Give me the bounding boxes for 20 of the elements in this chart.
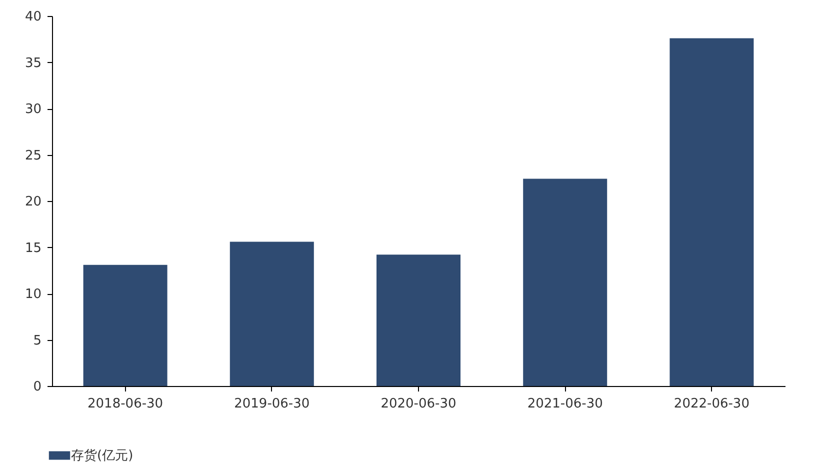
bar — [230, 242, 314, 386]
x-tick-label: 2019-06-30 — [234, 396, 310, 412]
x-tick-label: 2022-06-30 — [674, 396, 750, 412]
bar — [376, 254, 460, 386]
y-tick-label: 5 — [33, 333, 42, 348]
y-tick-label: 35 — [24, 56, 42, 71]
y-tick-label: 15 — [24, 240, 42, 256]
y-tick-label: 30 — [24, 102, 42, 117]
y-tick-label: 0 — [33, 380, 42, 394]
y-tick-label: 25 — [24, 148, 42, 164]
legend-label: 存货(亿元) — [71, 448, 134, 464]
y-tick-label: 10 — [24, 287, 42, 302]
y-tick-label: 20 — [24, 194, 42, 210]
x-tick-label: 2018-06-30 — [88, 396, 164, 412]
bar — [523, 178, 608, 386]
bar — [670, 38, 754, 386]
x-tick-label: 2021-06-30 — [527, 396, 603, 412]
y-tick-label: 40 — [24, 10, 42, 24]
bar — [83, 264, 168, 386]
x-tick-label: 2020-06-30 — [380, 396, 456, 412]
